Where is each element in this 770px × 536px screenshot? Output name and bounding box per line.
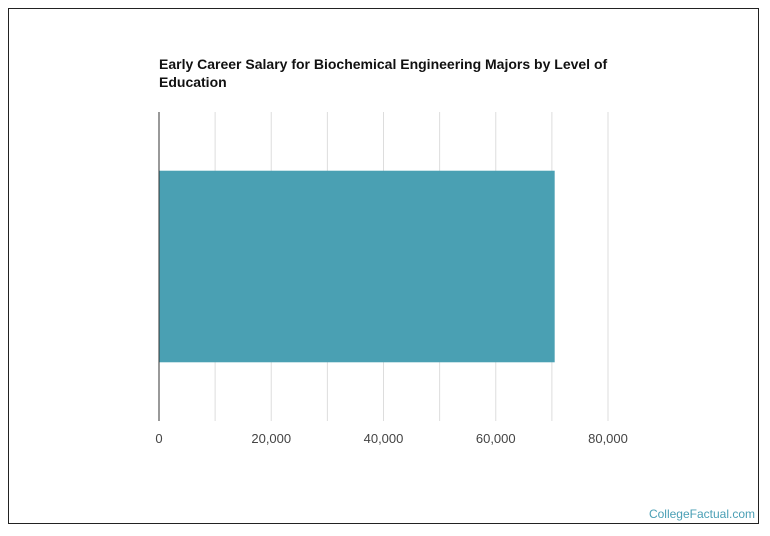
bar bbox=[159, 170, 555, 363]
x-tick-label: 0 bbox=[155, 431, 162, 446]
x-tick-label: 60,000 bbox=[476, 431, 516, 446]
brand-link[interactable]: CollegeFactual.com bbox=[648, 507, 755, 521]
x-tick-label: 20,000 bbox=[251, 431, 291, 446]
x-tick-label: 80,000 bbox=[588, 431, 628, 446]
bars bbox=[159, 170, 555, 363]
x-tick-labels: 0 20,000 40,000 60,000 80,000 bbox=[155, 431, 628, 446]
chart-title: Early Career Salary for Biochemical Engi… bbox=[159, 56, 608, 90]
x-tick-label: 40,000 bbox=[364, 431, 404, 446]
